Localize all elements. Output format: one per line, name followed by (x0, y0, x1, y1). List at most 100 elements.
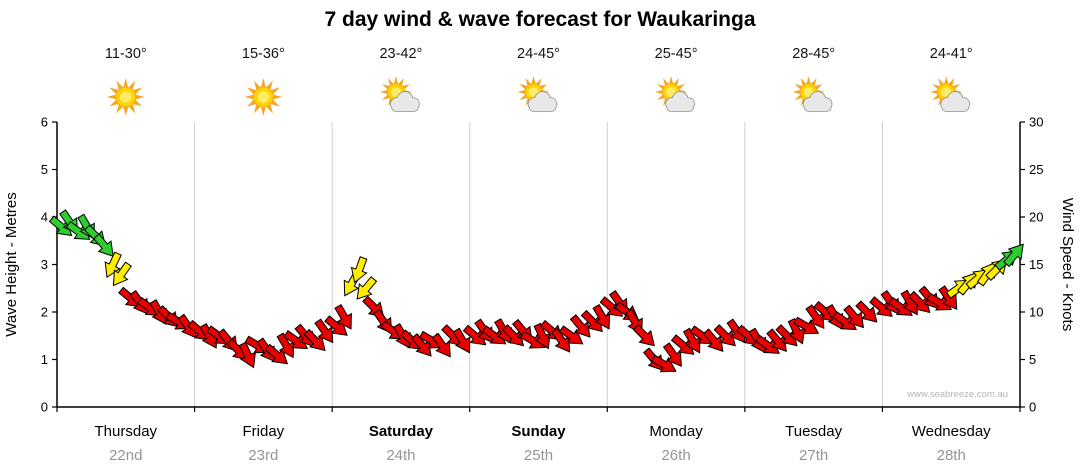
sun-ray (271, 100, 280, 107)
sun-ray (540, 84, 548, 90)
temp-range-label: 23-42° (379, 46, 422, 62)
sun-ray (393, 76, 398, 84)
sunny-icon (244, 78, 283, 116)
sun-ray (932, 84, 940, 90)
sun-ray (519, 84, 527, 90)
wind-arrow (775, 324, 798, 347)
right-tick-label: 30 (1029, 115, 1043, 130)
sun-ray (536, 78, 542, 86)
left-axis-title: Wave Height - Metres (3, 192, 20, 337)
sun-ray (669, 76, 674, 84)
sun-ray (938, 78, 944, 86)
wind-arrow (599, 296, 624, 317)
sun-ray (673, 78, 680, 86)
sun-ray (133, 87, 143, 94)
sunny-icon (106, 78, 145, 116)
wind-arrow (805, 304, 825, 330)
sun-ray (261, 78, 266, 87)
wind-arrow (843, 304, 865, 329)
sun-ray (261, 107, 266, 116)
sun-ray (382, 94, 390, 100)
day-date-label: 23rd (248, 447, 278, 464)
temp-range-label: 24-41° (930, 46, 973, 62)
wind-arrow (93, 233, 114, 257)
wind-arrow (662, 342, 682, 368)
sun-ray (128, 80, 136, 90)
sun-ray (379, 90, 388, 94)
cloud-fill (804, 103, 831, 111)
sun-ray (244, 94, 254, 100)
wind-arrow (855, 300, 878, 323)
sun-ray (655, 90, 663, 94)
sun-ray (253, 104, 261, 114)
temp-range-label: 15-36° (242, 46, 285, 62)
temp-range-label: 11-30° (105, 46, 147, 62)
sun-ray (266, 104, 273, 114)
wind-arrow (632, 324, 655, 347)
sun-ray (266, 80, 273, 90)
sun-ray (944, 76, 949, 84)
sun-ray (109, 87, 119, 94)
wind-arrow (303, 328, 326, 352)
right-axis-title: Wind Speed - Knots (1059, 198, 1076, 331)
cloud-fill (391, 103, 418, 111)
cloud-fill (667, 103, 694, 111)
sun-ray (402, 84, 410, 90)
wind-arrow (670, 334, 695, 355)
temp-range-label: 25-45° (655, 46, 698, 62)
right-tick-label: 0 (1029, 400, 1036, 415)
day-name-label: Saturday (369, 423, 434, 440)
sun-ray (271, 87, 280, 94)
day-name-label: Friday (243, 423, 285, 440)
partly-cloudy-icon (930, 76, 971, 112)
left-tick-label: 0 (41, 400, 48, 415)
partly-cloudy-icon (655, 76, 695, 112)
wind-arrow (682, 327, 701, 354)
wind-arrow (356, 276, 378, 300)
day-date-label: 26th (661, 447, 690, 464)
wind-arrow (276, 332, 295, 359)
sun-ray (398, 78, 404, 86)
wind-arrow (926, 292, 953, 311)
sun-ray (387, 78, 394, 86)
sun-ray (657, 84, 665, 90)
left-tick-label: 5 (41, 162, 48, 177)
sun-ray (952, 84, 961, 90)
sun-ray (128, 104, 136, 114)
sun-ray (123, 78, 129, 87)
wind-arrow (350, 256, 368, 284)
wind-arrow (551, 327, 571, 353)
sun-ray (123, 107, 129, 116)
wind-arrow (787, 317, 805, 345)
day-date-label: 25th (524, 447, 553, 464)
sun-ray (948, 78, 955, 86)
day-name-label: Tuesday (785, 423, 842, 440)
wind-arrow (569, 314, 591, 338)
left-tick-label: 4 (41, 210, 48, 225)
chart-title: 7 day wind & wave forecast for Waukaring… (324, 8, 756, 31)
left-tick-label: 6 (41, 115, 48, 130)
wind-arrow (580, 309, 603, 333)
wind-arrow (1003, 243, 1024, 268)
sun-ray (136, 94, 145, 100)
wind-arrow (713, 324, 736, 347)
sun-ray (116, 104, 123, 114)
left-tick-label: 1 (41, 352, 48, 367)
day-date-label: 27th (799, 447, 828, 464)
partly-cloudy-icon (517, 76, 558, 112)
sun-ray (106, 94, 116, 100)
sun-ray (794, 84, 803, 90)
sun-ray (792, 90, 800, 94)
sun-ray (253, 80, 261, 90)
sun-ray (800, 78, 806, 86)
wind-arrow (264, 343, 289, 365)
wind-arrow (452, 327, 471, 354)
day-name-label: Sunday (511, 423, 566, 440)
wind-arrow (238, 341, 256, 369)
sun-ray (116, 80, 123, 90)
partly-cloudy-icon (792, 76, 833, 112)
wind-arrow (48, 215, 73, 237)
wind-arrow (592, 303, 611, 330)
sun-ray (519, 94, 527, 100)
